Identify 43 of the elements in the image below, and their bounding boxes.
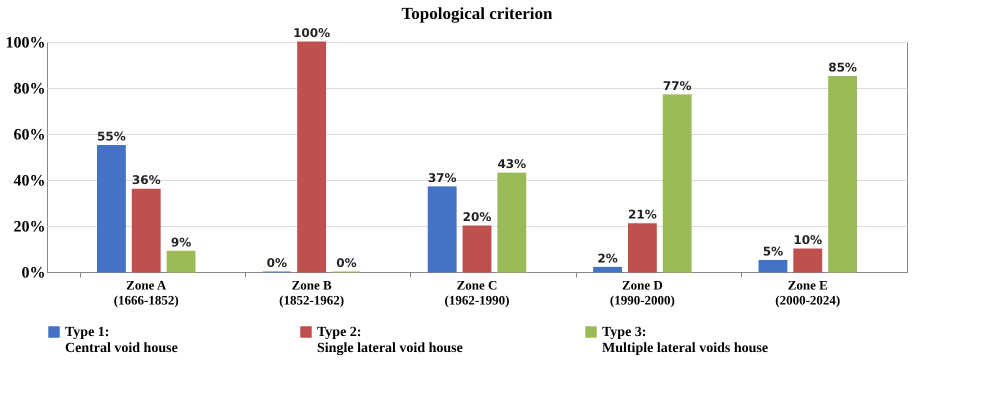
bar [497, 172, 526, 272]
bar [828, 76, 858, 272]
bar [132, 188, 161, 272]
y-tick-label: 60% [14, 126, 46, 144]
data-label: 100% [293, 26, 330, 40]
legend-label: Type 3: Multiple lateral voids house [602, 325, 768, 356]
bar [462, 226, 492, 272]
y-tick-label: 0% [22, 264, 46, 282]
y-tick-label: 80% [14, 80, 46, 98]
data-label: 85% [828, 60, 857, 74]
data-label: 77% [662, 78, 692, 93]
x-tick-label: Zone A (1666-1852) [114, 278, 179, 308]
data-label: 43% [497, 157, 526, 172]
data-label: 20% [462, 210, 492, 224]
bar [662, 94, 692, 272]
legend-label: Type 1: Central void house [65, 325, 178, 356]
y-tick-label: 40% [14, 172, 46, 190]
data-label: 0% [266, 256, 287, 270]
bar [428, 186, 457, 272]
data-label: 21% [628, 208, 657, 222]
bar [628, 223, 657, 272]
y-tick-label: 100% [6, 34, 46, 52]
bar [96, 145, 126, 272]
bar [793, 248, 822, 272]
bar [166, 250, 196, 272]
x-tick-label: Zone C (1962-1990) [444, 278, 510, 308]
chart-title: Topological criterion [402, 4, 554, 23]
bar [297, 42, 326, 272]
legend-label: Type 2: Single lateral void house [317, 325, 463, 356]
bar [758, 260, 788, 272]
data-label: 9% [170, 235, 192, 250]
data-label: 2% [597, 251, 618, 266]
bar [593, 266, 622, 272]
data-label: 37% [428, 170, 457, 185]
data-label: 0% [336, 256, 357, 270]
data-label: 5% [762, 244, 784, 258]
data-label: 36% [132, 173, 161, 188]
x-tick-label: Zone B (1852-1962) [279, 278, 344, 308]
x-tick-label: Zone E (2000-2024) [775, 278, 840, 308]
data-label: 10% [793, 233, 822, 247]
data-label: 55% [97, 130, 126, 144]
x-tick-label: Zone D (1990-2000) [610, 278, 675, 308]
y-tick-label: 20% [14, 218, 46, 236]
